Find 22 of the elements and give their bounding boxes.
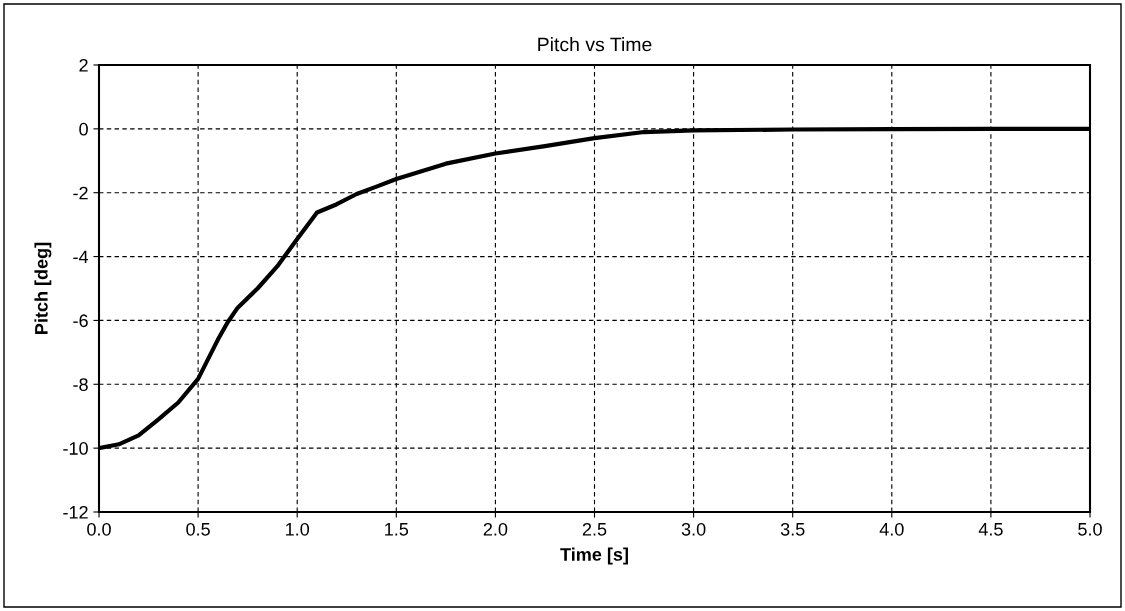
x-tick-label: 4.5: [978, 523, 1003, 536]
y-tick-label: -8: [73, 378, 88, 392]
y-tick-label: -12: [63, 505, 88, 519]
y-tick-label: -2: [73, 186, 88, 200]
x-tick-label: 2.0: [483, 522, 508, 536]
x-tick-label: 5.0: [1078, 522, 1102, 536]
y-tick-label: 0: [79, 122, 88, 136]
x-axis-title: Time [s]: [560, 547, 628, 565]
x-tick-label: 1.0: [286, 522, 310, 536]
x-tick-label: 0.5: [186, 522, 210, 536]
y-tick-label: -10: [63, 442, 88, 455]
x-tick-label: 0.0: [87, 522, 111, 536]
x-tick-label: 3.5: [780, 522, 805, 536]
x-tick-label: 3.0: [681, 522, 706, 536]
x-tick-label: 1.5: [385, 523, 409, 536]
x-tick-label: 4.0: [879, 522, 904, 536]
y-tick-label: -6: [73, 314, 88, 328]
y-tick-label: -4: [73, 250, 89, 264]
chart-title: Pitch vs Time: [538, 37, 652, 52]
y-axis-title: Pitch [deg]: [34, 242, 52, 334]
x-tick-label: 2.5: [582, 522, 607, 536]
y-tick-label: 2: [79, 58, 88, 72]
